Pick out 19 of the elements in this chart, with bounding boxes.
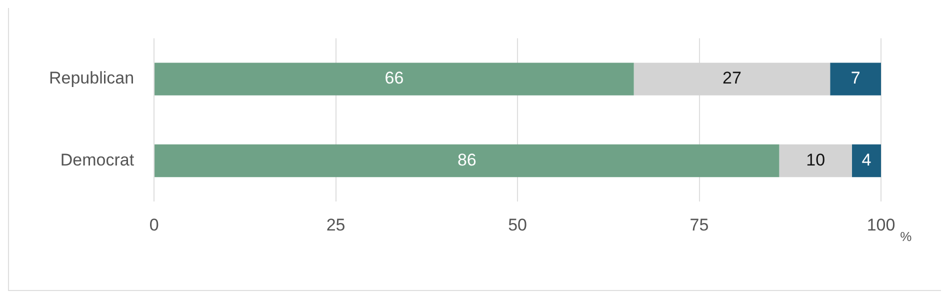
bar xyxy=(154,144,780,178)
x-tick-label: 0 xyxy=(149,215,159,234)
data-label: 4 xyxy=(862,150,872,170)
x-tick-label: 25 xyxy=(326,215,346,234)
x-tick-label: 75 xyxy=(690,215,709,234)
data-label: 66 xyxy=(384,68,404,88)
data-label: 86 xyxy=(457,150,476,170)
x-axis-title: % xyxy=(900,229,912,244)
bar xyxy=(852,144,881,178)
y-tick-label: Republican xyxy=(48,68,134,88)
x-tick-label: 50 xyxy=(508,215,527,234)
data-label: 27 xyxy=(722,68,742,88)
data-label: 7 xyxy=(850,68,860,88)
data-label: 10 xyxy=(806,150,826,170)
bar xyxy=(779,144,852,178)
x-tick-label: 100 xyxy=(866,215,896,234)
y-tick-label: Democrat xyxy=(60,150,134,170)
bar xyxy=(830,62,881,96)
bar xyxy=(154,62,634,96)
